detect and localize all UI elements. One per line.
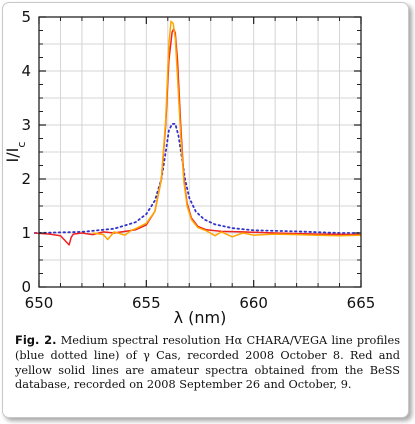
x-tick-label: 650	[25, 294, 54, 312]
series-line-3	[92, 20, 362, 241]
y-tick-label: 0	[21, 278, 31, 296]
x-tick-label: 665	[347, 294, 376, 312]
x-tick-label: 655	[132, 294, 161, 312]
series-layer	[33, 20, 362, 246]
y-tick-label: 5	[21, 8, 31, 26]
caption-label: Fig. 2.	[15, 333, 57, 347]
y-tick-label: 3	[21, 116, 31, 134]
caption-text: Medium spectral resolution Hα CHARA/VEGA…	[15, 334, 400, 392]
figure-panel: 650 655 660 665 0 1 2 3 4 5 λ (nm) I/Ic Fig. 2. M…	[2, 2, 409, 418]
x-axis-label: λ (nm)	[174, 308, 227, 327]
y-tick-label: 4	[21, 62, 31, 80]
grid-lines	[39, 17, 361, 287]
series-line-2	[34, 28, 362, 246]
figure-caption: Fig. 2. Medium spectral resolution Hα CH…	[15, 333, 400, 393]
x-tick-label: 660	[239, 294, 268, 312]
spectrum-chart: 650 655 660 665 0 1 2 3 4 5 λ (nm) I/Ic	[3, 8, 375, 327]
axis-ticks: 650 655 660 665 0 1 2 3 4 5	[21, 8, 375, 312]
y-tick-label: 1	[21, 224, 31, 242]
series-line-1	[33, 123, 362, 234]
y-axis-label: I/Ic	[3, 142, 28, 163]
y-tick-label: 2	[21, 170, 31, 188]
y-axis-label-subscript: c	[15, 142, 28, 148]
